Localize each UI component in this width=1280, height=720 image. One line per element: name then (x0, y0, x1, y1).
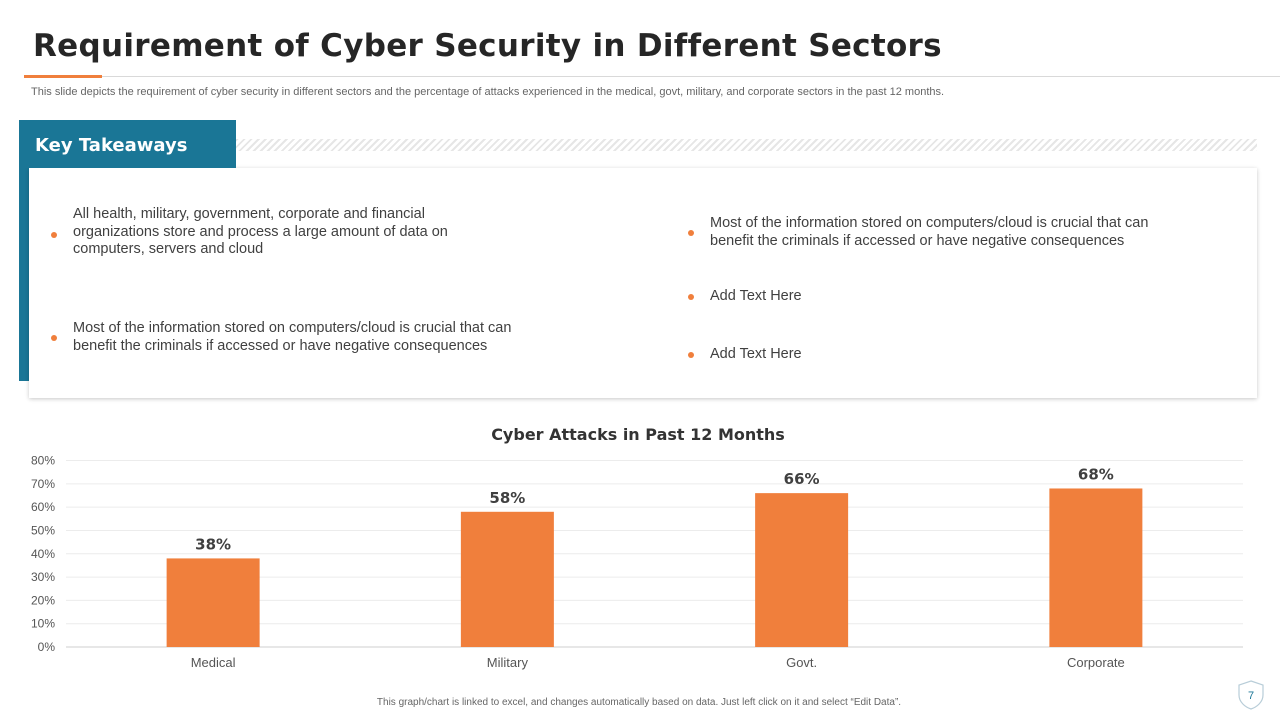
y-tick-label: 70% (31, 477, 55, 491)
bullet-dot-icon (688, 293, 694, 300)
takeaway-item: Add Text Here (666, 346, 966, 364)
x-tick-label: Military (487, 655, 529, 670)
x-tick-label: Corporate (1067, 655, 1125, 670)
page-title: Requirement of Cyber Security in Differe… (33, 28, 942, 64)
y-tick-label: 0% (38, 640, 56, 654)
slide-description: This slide depicts the requirement of cy… (31, 86, 945, 98)
bar (755, 493, 849, 647)
x-tick-label: Medical (191, 655, 236, 670)
takeaway-text: Most of the information stored on comput… (73, 320, 512, 354)
bar (1049, 488, 1143, 647)
bullet-dot-icon (688, 229, 694, 236)
takeaways-hatch-strip (236, 139, 1257, 151)
takeaway-text: All health, military, government, corpor… (73, 206, 448, 257)
takeaway-item: Most of the information stored on comput… (666, 215, 1186, 250)
bar-chart: 0% 10% 20% 30% 40% 50% 60% 70% 80% 38% Medical 58% M… (31, 454, 1243, 670)
y-tick-label: 50% (31, 523, 55, 537)
chart-title: Cyber Attacks in Past 12 Months (491, 425, 785, 444)
y-tick-label: 10% (31, 617, 55, 631)
y-tick-label: 60% (31, 500, 55, 514)
bullet-dot-icon (51, 334, 57, 341)
bullet-dot-icon (688, 351, 694, 358)
takeaways-heading: Key Takeaways (19, 120, 236, 168)
y-tick-label: 80% (31, 454, 55, 468)
page-number-badge: 7 (1238, 680, 1264, 710)
takeaway-item: All health, military, government, corpor… (29, 206, 499, 259)
data-label: 66% (784, 470, 820, 488)
title-divider (24, 76, 1280, 77)
takeaways-panel: All health, military, government, corpor… (29, 168, 1257, 398)
y-tick-label: 40% (31, 547, 55, 561)
bullet-dot-icon (51, 232, 57, 238)
y-tick-label: 30% (31, 570, 55, 584)
bar (166, 558, 260, 647)
bar (460, 511, 554, 647)
data-label: 68% (1078, 465, 1114, 483)
takeaway-text: Add Text Here (710, 346, 802, 362)
data-label: 58% (489, 489, 525, 507)
y-tick-label: 20% (31, 593, 55, 607)
chart-footnote: This graph/chart is linked to excel, and… (376, 697, 902, 708)
shield-icon (1238, 680, 1264, 710)
takeaway-text: Most of the information stored on comput… (710, 215, 1149, 249)
data-label: 38% (195, 535, 231, 553)
takeaways-side-bar (19, 120, 29, 381)
takeaway-item: Most of the information stored on comput… (29, 320, 549, 355)
takeaway-text: Add Text Here (710, 288, 802, 304)
title-accent-bar (24, 75, 102, 78)
takeaway-item: Add Text Here (666, 288, 966, 306)
page-number: 7 (1248, 690, 1254, 702)
x-tick-label: Govt. (786, 655, 817, 670)
